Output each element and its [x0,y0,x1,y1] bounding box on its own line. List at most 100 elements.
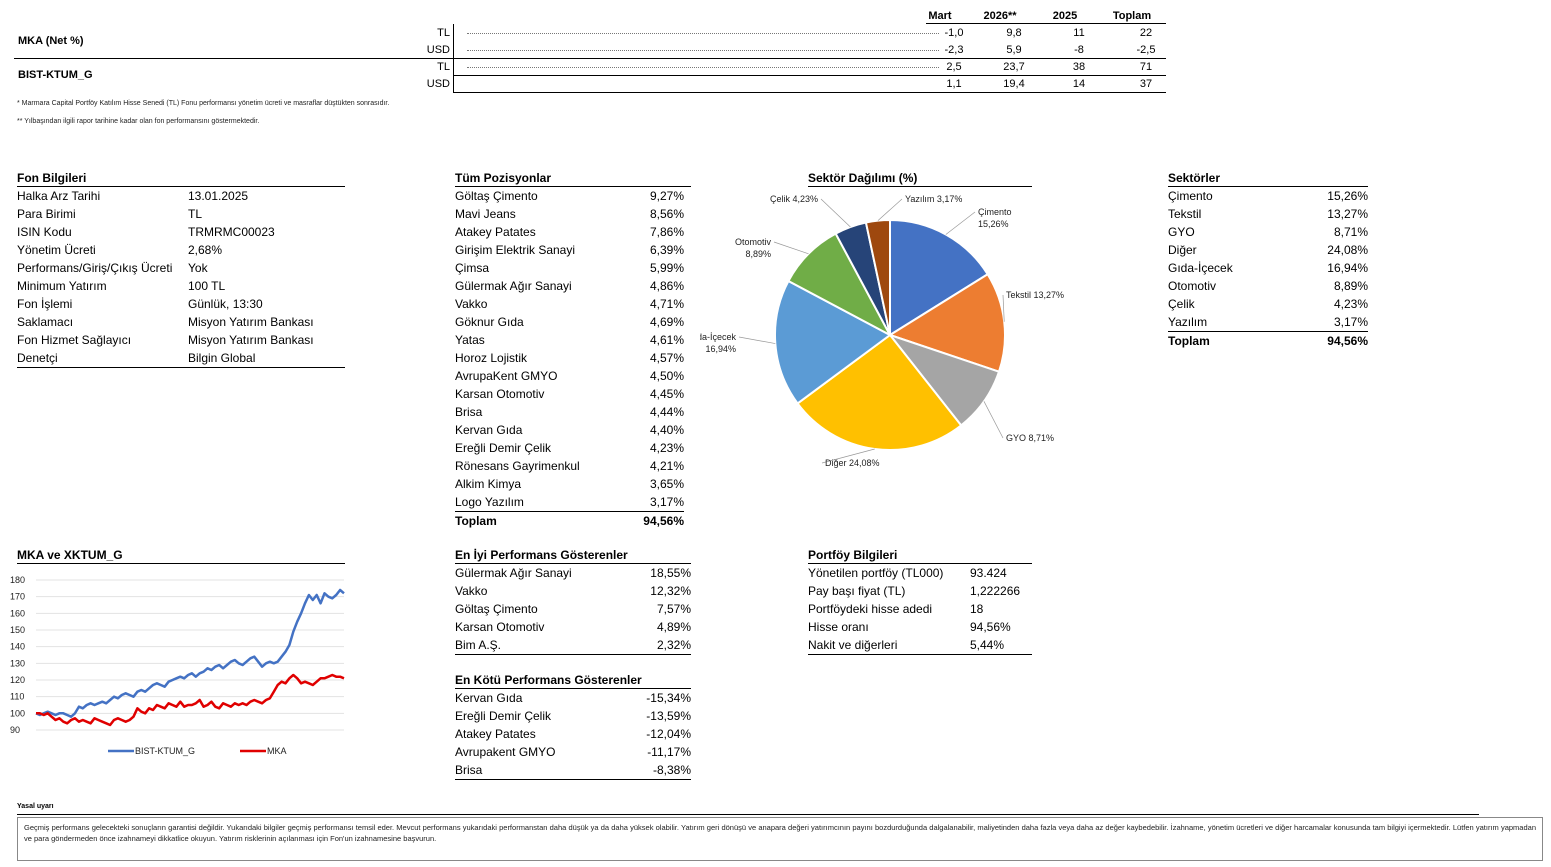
item-value: 4,50% [649,369,684,383]
item-value: Yok [188,261,208,275]
currency-label: USD [426,78,450,90]
pie-leader-line [820,198,851,228]
item-label: Ereğli Demir Çelik [455,709,552,723]
currency-label: USD [426,44,450,56]
list-item: Vakko 4,71% [455,295,684,313]
value-cell: 22 [1139,27,1153,39]
value-cell: -2,3 [944,44,964,56]
table-row: USD 1,1 19,4 14 37 [14,76,1166,93]
item-label: Avrupakent GMYO [455,745,556,759]
y-tick-label: 180 [10,575,25,585]
list-item: Göltaş Çimento 7,57% [455,600,691,618]
value-cell: 9,8 [1006,27,1022,39]
list-item: Yönetilen portföy (TL000) 93.424 [808,564,1032,582]
item-value: 4,61% [649,333,684,347]
total-row: Toplam 94,56% [455,511,684,530]
item-value: 6,39% [649,243,684,257]
total-row: Toplam 94,56% [1168,331,1368,350]
value-cell: 14 [1072,78,1086,90]
value-cell: -2,5 [1136,44,1156,56]
list-item: Para Birimi TL [17,205,345,223]
pie-leader-line [821,448,875,464]
item-label: Portföydeki hisse adedi [808,602,933,616]
item-value: 4,86% [649,279,684,293]
item-label: Minimum Yatırım [17,279,107,293]
item-value: 1,222266 [970,584,1021,598]
item-value: 4,40% [649,423,684,437]
list-item: Alkim Kimya 3,65% [455,475,684,493]
item-value: 4,23% [649,441,684,455]
col-header-month: Mart [928,10,952,22]
item-label: Gülermak Ağır Sanayi [455,279,572,293]
item-label: Brisa [455,763,483,777]
item-label: Horoz Lojistik [455,351,528,365]
item-label: Yönetilen portföy (TL000) [808,566,944,580]
item-label: Çimento [1168,189,1213,203]
item-value: 4,45% [649,387,684,401]
list-item: Yazılım 3,17% [1168,313,1368,331]
item-value: 12,32% [650,584,691,598]
total-label: Toplam [455,514,497,528]
item-label: Kervan Gıda [455,423,523,437]
col-header-ytd: 2026** [983,10,1017,22]
item-label: GYO [1168,225,1195,239]
item-value: 2,68% [188,243,223,257]
total-label: Toplam [1168,334,1210,348]
footnote-2: ** Yılbaşından ilgili rapor tarihine kad… [17,118,260,125]
currency-label: TL [437,27,450,39]
list-item: Brisa 4,44% [455,403,684,421]
fund-name-mka: MKA (Net %) [18,35,84,47]
item-value: 5,44% [970,638,1005,652]
list-item: Karsan Otomotiv 4,45% [455,385,684,403]
item-label: Nakit ve diğerleri [808,638,898,652]
item-value: 13.01.2025 [188,189,249,203]
performance-line-chart: 180 170 160 150 140 130 120 110 100 90 BIST-KTUM_G… [10,575,345,756]
item-value: 4,69% [649,315,684,329]
pie-slice [774,279,892,405]
series-line-bist [35,588,345,718]
pie-slice [889,218,990,337]
item-label: Vakko [455,584,488,598]
value-cell: 23,7 [1003,61,1025,73]
y-tick-label: 90 [10,725,20,735]
item-label: Gıda-İçecek [1168,261,1233,275]
item-label: Mavi Jeans [455,207,516,221]
footnote-1: * Marmara Capital Portföy Katılım Hisse … [17,100,390,107]
item-label: Yönetim Ücreti [17,243,96,257]
pie-data-label: Yazılım 3,17% [905,194,962,204]
value-cell: 11 [1073,27,1085,39]
pie-data-label: GYO 8,71% [1006,433,1054,443]
pie-data-label: Tekstil 13,27% [1006,290,1064,300]
item-value: 2,32% [656,638,691,652]
fund-name-bist: BIST-KTUM_G [18,69,93,81]
item-value: 9,27% [649,189,684,203]
pie-leader-line [738,336,776,344]
item-label: Tekstil [1168,207,1202,221]
list-item: Ereğli Demir Çelik 4,23% [455,439,684,457]
pie-data-label: Çelik 4,23% [770,194,818,204]
y-tick-label: 160 [10,608,25,618]
list-item: Portföydeki hisse adedi 18 [808,600,1032,618]
list-item: Otomotiv 8,89% [1168,277,1368,295]
list-item: Vakko 12,32% [455,582,691,600]
line-chart-title: MKA ve XKTUM_G [17,548,345,564]
item-value: 100 TL [188,279,226,293]
list-item: Göknur Gıda 4,69% [455,313,684,331]
list-item: Ereğli Demir Çelik -13,59% [455,707,691,725]
best-title: En İyi Performans Gösterenler [455,548,691,564]
item-value: 13,27% [1327,207,1368,221]
value-cell: 71 [1139,61,1153,73]
fund-info-list: Halka Arz Tarihi 13.01.2025 Para Birimi TL I… [17,187,345,368]
value-cell: -8 [1074,44,1084,56]
item-label: Karsan Otomotiv [455,387,545,401]
item-value: 24,08% [1327,243,1368,257]
item-label: Vakko [455,297,488,311]
table-row: TL 2,5 23,7 38 71 [14,59,1166,76]
list-item: Kervan Gıda -15,34% [455,689,691,707]
best-list: Gülermak Ağır Sanayi 18,55% Vakko 12,32% Göl… [455,564,691,655]
item-value: 4,23% [1333,297,1368,311]
pie-leader-line [945,211,976,235]
list-item: Pay başı fiyat (TL) 1,222266 [808,582,1032,600]
value-cell: 37 [1139,78,1153,90]
item-label: Logo Yazılım [455,495,524,509]
